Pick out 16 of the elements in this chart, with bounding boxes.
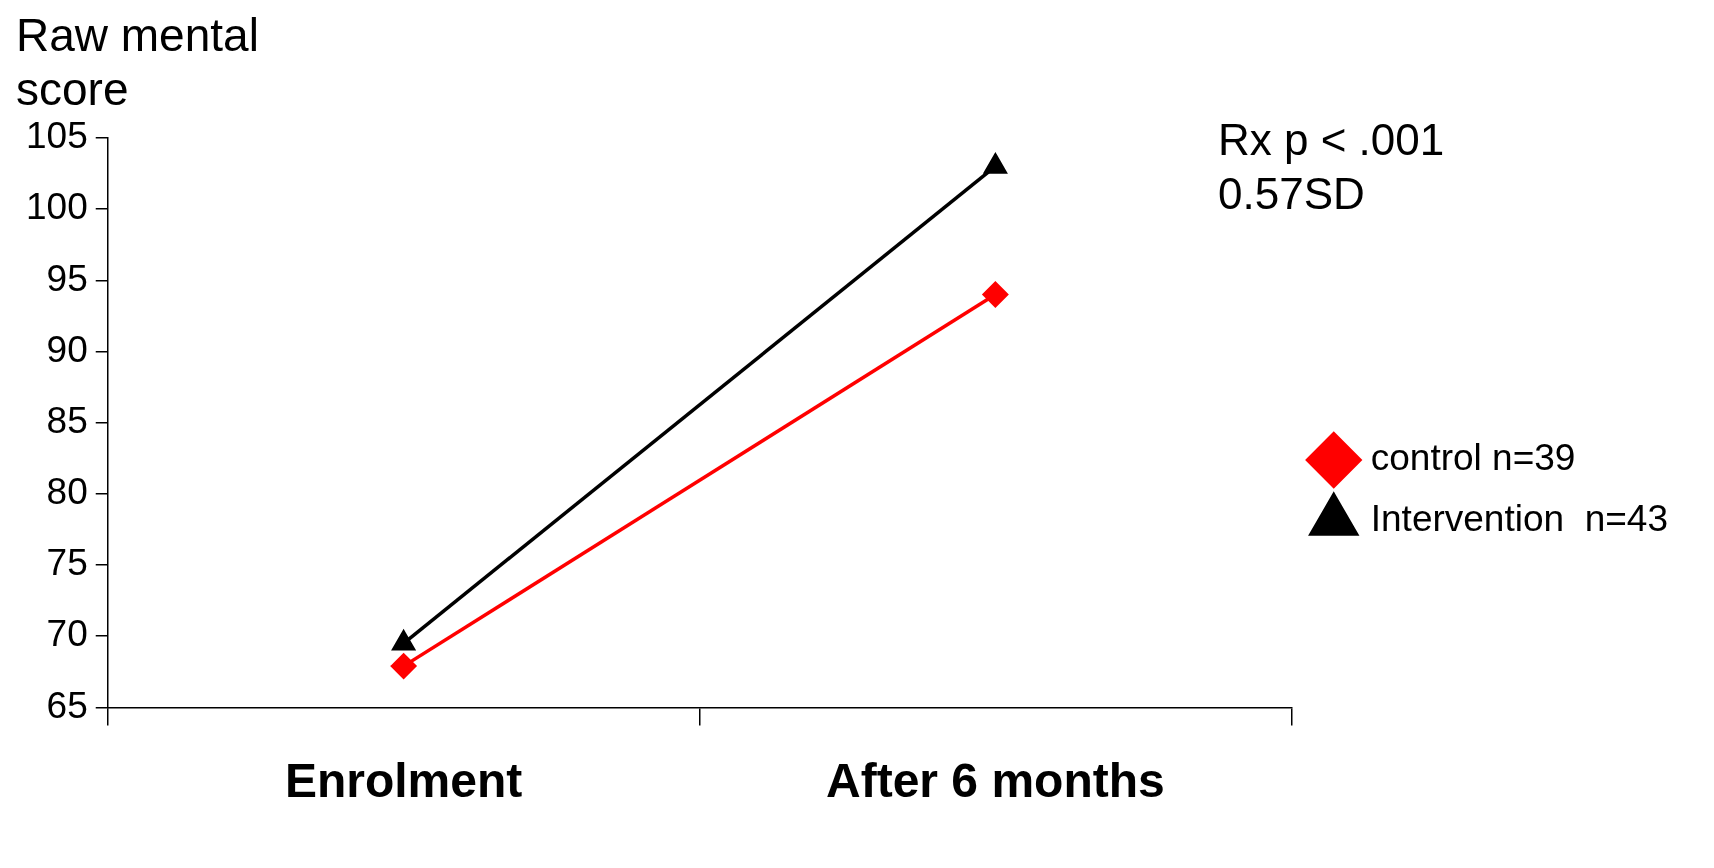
y-tick-label: 105 (26, 115, 88, 157)
y-tick-label: 90 (46, 328, 88, 370)
y-tick-label: 65 (46, 684, 88, 726)
y-tick-label: 95 (46, 257, 88, 299)
y-tick-label: 80 (46, 471, 88, 513)
y-axis-title: Raw mental score (16, 8, 260, 116)
y-tick-label: 70 (46, 613, 88, 655)
legend-label: Intervention n=43 (1370, 498, 1668, 540)
x-tick-label: Enrolment (284, 754, 523, 808)
annotation: Rx p < .001 (1218, 114, 1445, 166)
y-tick-label: 100 (26, 186, 88, 228)
legend-label: control n=39 (1370, 437, 1576, 479)
annotation: 0.57SD (1218, 168, 1366, 220)
y-tick-label: 85 (46, 399, 88, 441)
y-tick-label: 75 (46, 542, 88, 584)
x-tick-label: After 6 months (826, 754, 1165, 808)
